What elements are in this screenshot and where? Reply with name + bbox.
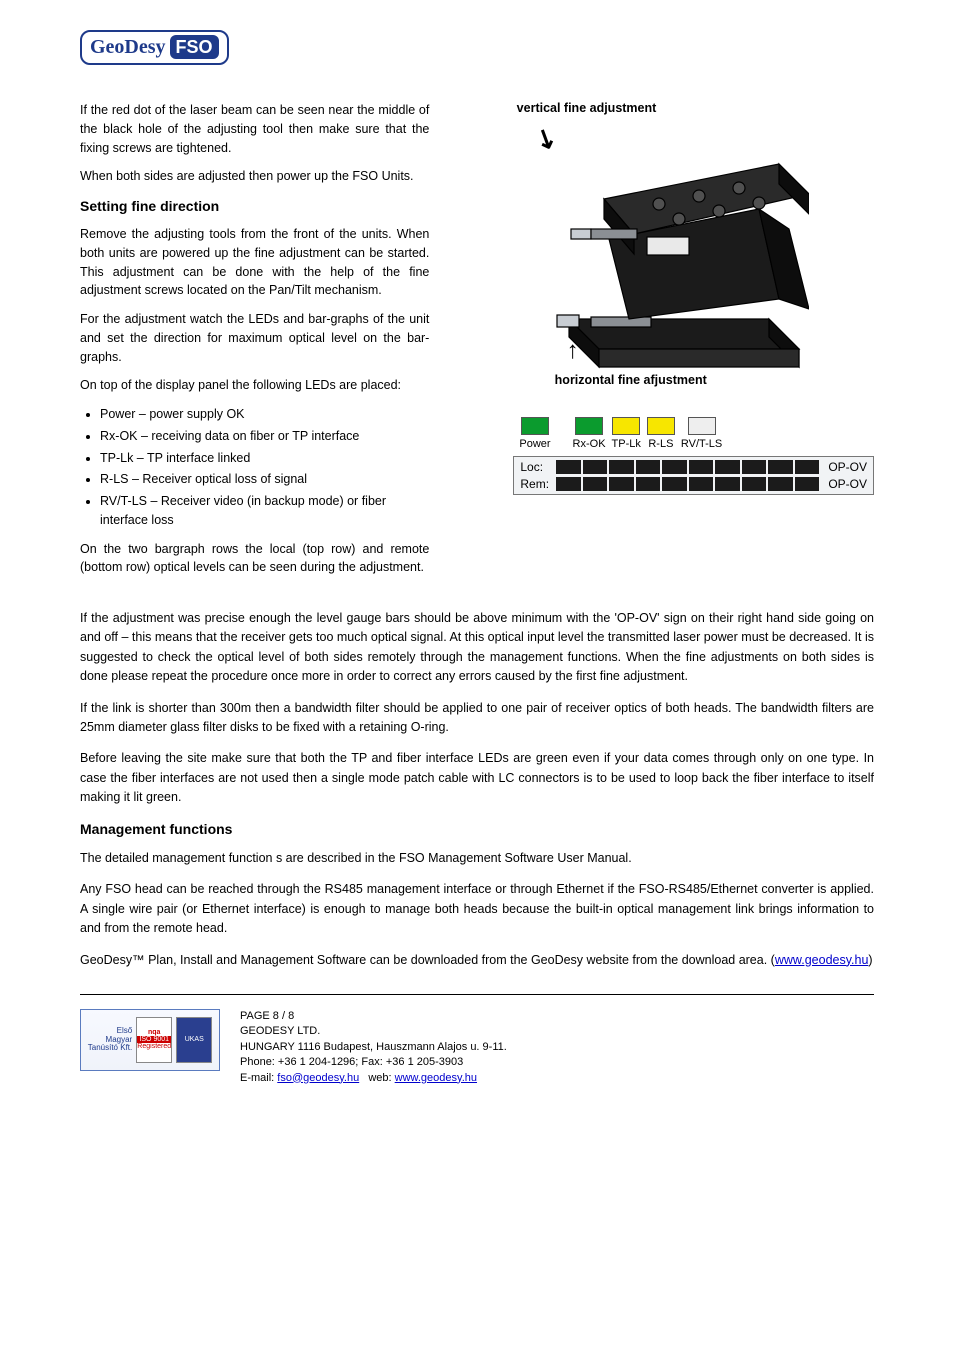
fine-paragraph-3: On top of the display panel the followin… [80, 376, 429, 395]
led-indicator [521, 417, 549, 435]
footer-web-link[interactable]: www.geodesy.hu [395, 1072, 477, 1084]
body-paragraph: The detailed management function s are d… [80, 849, 874, 868]
led-list: Power – power supply OK Rx-OK – receivin… [100, 405, 429, 530]
intro-paragraph-1: If the red dot of the laser beam can be … [80, 101, 429, 157]
body-paragraph: GeoDesy™ Plan, Install and Management So… [80, 951, 874, 970]
figure-label-top: vertical fine adjustment [509, 101, 819, 115]
led-indicator [647, 417, 675, 435]
led-indicator [612, 417, 640, 435]
brand-logo: GeoDesyFSO [80, 30, 229, 65]
bargraph-cells-rem [556, 477, 819, 491]
left-column: If the red dot of the laser beam can be … [80, 101, 429, 587]
list-item: TP-Lk – TP interface linked [100, 449, 429, 468]
footer-contact: E-mail: fso@geodesy.hu web: www.geodesy.… [240, 1071, 874, 1086]
footer-company: GEODESY LTD. [240, 1024, 874, 1039]
body-paragraph: If the link is shorter than 300m then a … [80, 699, 874, 738]
footer-phone: Phone: +36 1 204-1296; Fax: +36 1 205-39… [240, 1055, 874, 1070]
led-tplk: TP-Lk [612, 417, 641, 450]
intro-paragraph-2: When both sides are adjusted then power … [80, 167, 429, 186]
body-paragraph: If the adjustment was precise enough the… [80, 609, 874, 687]
brand-name: GeoDesy [90, 36, 166, 58]
device-figure: vertical fine adjustment ↘ [509, 101, 819, 387]
full-width-section: If the adjustment was precise enough the… [80, 609, 874, 970]
mgmt-heading: Management functions [80, 819, 874, 841]
fine-heading: Setting fine direction [80, 196, 429, 217]
led-rvtls: RV/T-LS [681, 417, 722, 450]
led-power: Power [519, 417, 550, 450]
cert-text: Első Magyar Tanúsító Kft. [88, 1027, 132, 1052]
footer-page: PAGE 8 / 8 [240, 1009, 874, 1024]
bargraph-row-label: Loc: [518, 460, 556, 474]
led-label: Power [519, 438, 550, 450]
list-item: Rx-OK – receiving data on fiber or TP in… [100, 427, 429, 446]
body-paragraph: Any FSO head can be reached through the … [80, 880, 874, 938]
download-link[interactable]: www.geodesy.hu [775, 953, 869, 967]
divider [80, 994, 874, 995]
arrow-up-icon: ↑ [567, 337, 579, 365]
led-rls: R-LS [647, 417, 675, 450]
bargraph-cells-loc [556, 460, 819, 474]
led-row: Power Rx-OK TP-Lk R-LS [513, 417, 874, 450]
led-rxok: Rx-OK [573, 417, 606, 450]
bargraph-row-value: OP-OV [819, 460, 869, 474]
device-illustration [509, 119, 809, 369]
certification-badge: Első Magyar Tanúsító Kft. nqa ISO 9001 R… [80, 1009, 220, 1071]
led-label: RV/T-LS [681, 438, 722, 450]
page: GeoDesyFSO If the red dot of the laser b… [0, 0, 954, 1349]
page-footer: Első Magyar Tanúsító Kft. nqa ISO 9001 R… [80, 1009, 874, 1086]
list-item: R-LS – Receiver optical loss of signal [100, 470, 429, 489]
body-text: GeoDesy™ Plan, Install and Management So… [80, 953, 767, 967]
led-indicator [575, 417, 603, 435]
body-paragraph: Before leaving the site make sure that b… [80, 749, 874, 807]
bargraph-panel: Loc: OP-OV Rem: OP-OV [513, 456, 874, 495]
led-indicator [688, 417, 716, 435]
footer-address-line: HUNGARY 1116 Budapest, Hauszmann Alajos … [240, 1040, 874, 1055]
brand-suffix: FSO [170, 35, 219, 59]
led-label: R-LS [648, 438, 673, 450]
fine-paragraph-2: For the adjustment watch the LEDs and ba… [80, 310, 429, 366]
ukas-badge-icon: UKAS [176, 1017, 212, 1063]
right-column: vertical fine adjustment ↘ [453, 101, 874, 587]
list-item: RV/T-LS – Receiver video (in backup mode… [100, 492, 429, 530]
led-label: Rx-OK [573, 438, 606, 450]
fine-paragraph-1: Remove the adjusting tools from the fron… [80, 225, 429, 300]
bargraph-note: On the two bargraph rows the local (top … [80, 540, 429, 578]
led-label: TP-Lk [612, 438, 641, 450]
bargraph-row-value: OP-OV [819, 477, 869, 491]
led-panel: Power Rx-OK TP-Lk R-LS [513, 417, 874, 495]
iso-badge-icon: nqa ISO 9001 Registered [136, 1017, 172, 1063]
bargraph-row-label: Rem: [518, 477, 556, 491]
footer-email-link[interactable]: fso@geodesy.hu [277, 1072, 359, 1084]
footer-address: PAGE 8 / 8 GEODESY LTD. HUNGARY 1116 Bud… [240, 1009, 874, 1086]
list-item: Power – power supply OK [100, 405, 429, 424]
figure-label-bottom: horizontal fine afjustment [509, 373, 819, 387]
